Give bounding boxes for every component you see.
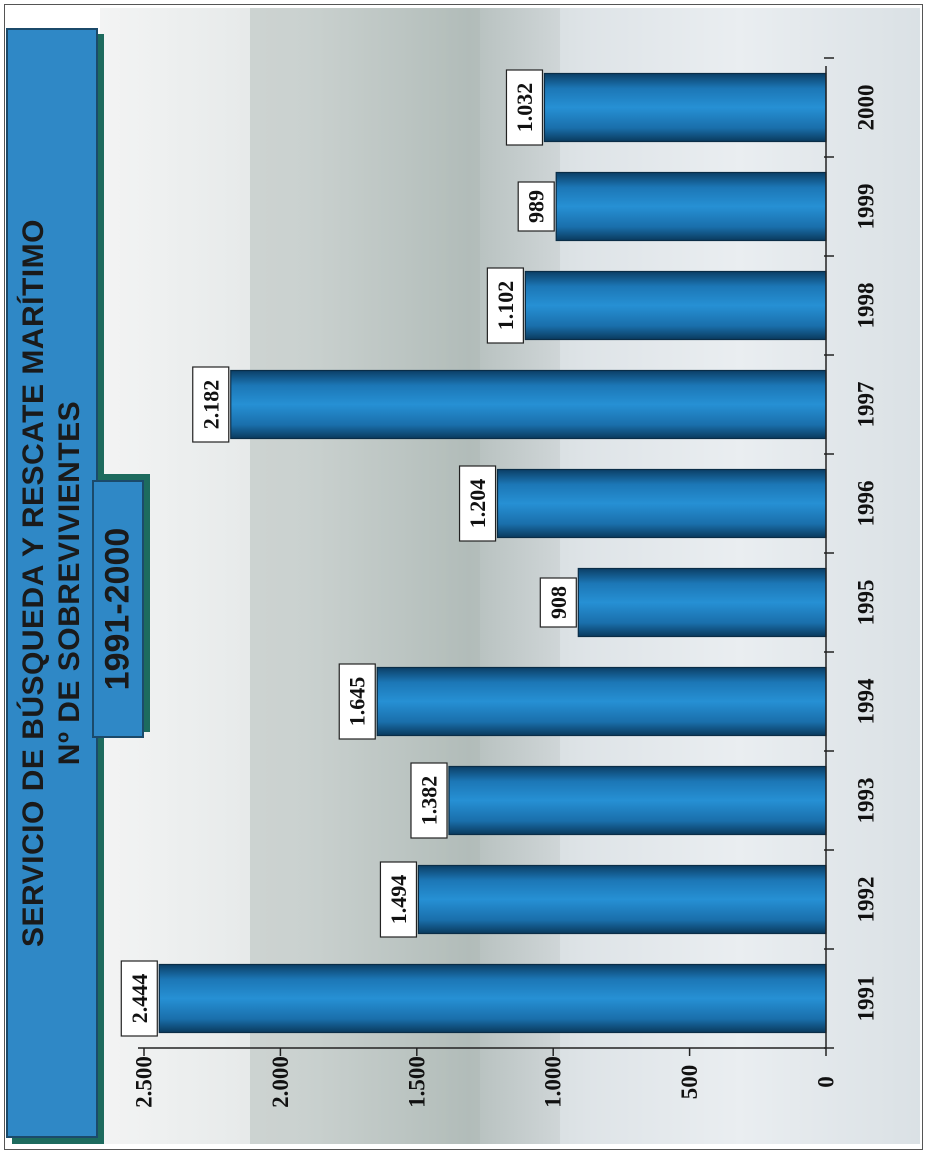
data-label-box	[379, 861, 418, 938]
data-label: 989	[524, 190, 549, 223]
value-tick-label: 500	[677, 1065, 702, 1100]
chart-title-box: SERVICIO DE BÚSQUEDA Y RESCATE MARÍTIMO …	[6, 28, 98, 1138]
bar	[555, 171, 827, 242]
data-label: 1.102	[493, 281, 518, 331]
category-label: 1997	[854, 382, 879, 428]
bar	[577, 567, 827, 638]
category-label: 2000	[854, 85, 879, 131]
category-label: 1992	[854, 877, 879, 923]
data-label-box	[410, 762, 448, 839]
chart-title-line1: SERVICIO DE BÚSQUEDA Y RESCATE MARÍTIMO	[17, 219, 50, 947]
years-label: 1991-2000	[98, 527, 137, 691]
bar	[417, 864, 827, 935]
landscape-band	[250, 8, 480, 1144]
data-label: 1.032	[512, 83, 537, 133]
bar	[543, 72, 827, 143]
data-label: 908	[546, 586, 571, 619]
category-label: 1996	[854, 481, 879, 527]
bar	[230, 369, 827, 440]
data-label: 1.645	[345, 677, 370, 727]
value-tick-label: 2.500	[132, 1056, 157, 1108]
data-label: 1.382	[416, 776, 441, 826]
bar	[524, 270, 827, 341]
value-tick-label: 1.000	[541, 1056, 566, 1108]
data-label-box	[338, 663, 376, 740]
category-label: 1995	[854, 580, 879, 626]
category-label: 1993	[854, 778, 879, 824]
data-label-box	[517, 181, 555, 232]
chart-title: SERVICIO DE BÚSQUEDA Y RESCATE MARÍTIMO …	[16, 33, 88, 1133]
value-tick-label: 0	[814, 1076, 839, 1088]
category-label: 1991	[854, 976, 879, 1022]
data-label-box	[120, 960, 158, 1037]
value-tick-label: 2.000	[268, 1056, 293, 1108]
data-label: 1.494	[386, 875, 411, 925]
chart-title-line2: Nº DE SOBREVIVIENTES	[53, 400, 86, 766]
value-tick-label: 1.500	[404, 1056, 429, 1108]
data-label-box	[539, 577, 577, 628]
bar	[448, 765, 827, 836]
data-label-box	[192, 366, 230, 443]
bar	[376, 666, 827, 737]
data-label-box	[486, 267, 524, 344]
category-label: 1998	[854, 283, 879, 329]
bar	[158, 963, 827, 1034]
data-label: 2.182	[198, 380, 223, 430]
data-label-box	[505, 69, 544, 146]
category-label: 1994	[854, 678, 879, 725]
data-label: 1.204	[465, 479, 490, 528]
years-badge: 1991-2000	[92, 480, 144, 738]
data-label-box	[458, 465, 497, 542]
bar	[496, 468, 827, 539]
category-label: 1999	[854, 184, 879, 230]
data-label: 2.444	[127, 974, 152, 1024]
